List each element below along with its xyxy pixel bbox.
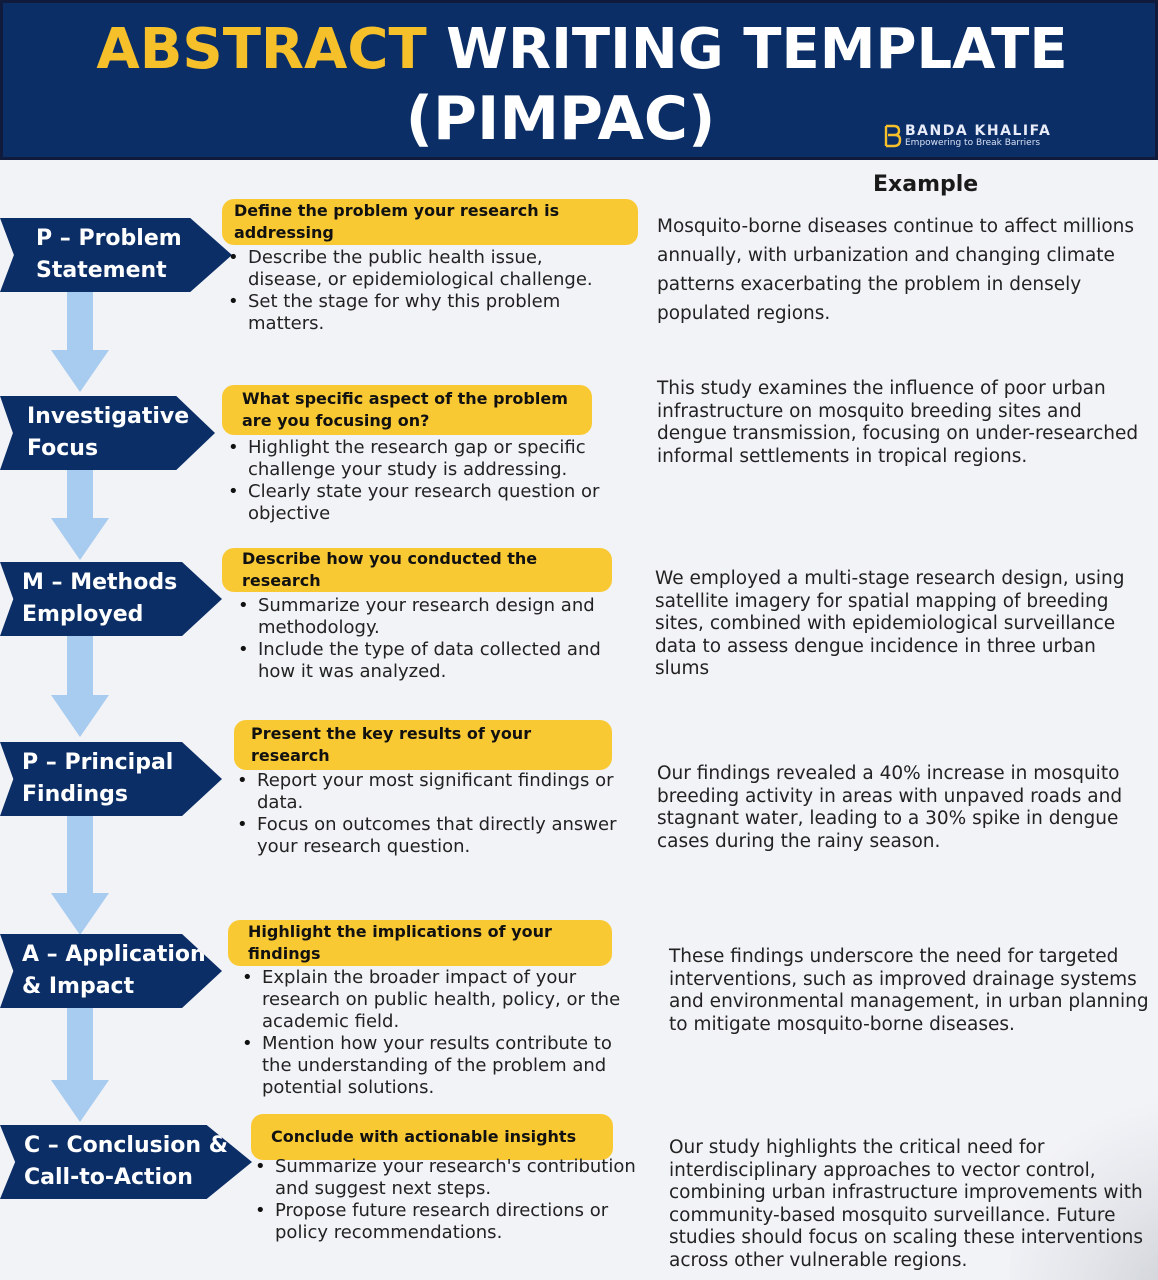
step-label-line1: C – Conclusion &	[24, 1133, 228, 1158]
flow-connector	[67, 1007, 93, 1082]
step-label-line2: Call-to-Action	[24, 1165, 193, 1190]
step-label-line2: Employed	[22, 602, 144, 627]
example-text: This study examines the influence of poo…	[657, 378, 1139, 467]
step-label-investigative-focus: Investigative Focus	[0, 396, 215, 470]
step-bullets: Summarize your research's contribution a…	[255, 1156, 640, 1244]
step-bullets: Report your most significant findings or…	[237, 770, 622, 858]
flow-arrow-icon	[51, 695, 109, 737]
flow-connector	[67, 635, 93, 697]
brand-tagline: Empowering to Break Barriers	[905, 138, 1041, 148]
list-item: Clearly state your research question or …	[228, 481, 618, 525]
list-item: Set the stage for why this problem matte…	[228, 291, 618, 335]
step-bullets: Describe the public health issue, diseas…	[228, 247, 618, 335]
list-item: Highlight the research gap or specific c…	[228, 437, 618, 481]
list-item: Explain the broader impact of your resea…	[242, 967, 627, 1033]
brand-logo: BANDA KHALIFA Empowering to Break Barrie…	[883, 121, 1083, 151]
flow-arrow-icon	[51, 350, 109, 392]
list-item: Summarize your research's contribution a…	[255, 1156, 640, 1200]
list-item: Focus on outcomes that directly answer y…	[237, 814, 622, 858]
step-label-line1: P – Problem	[36, 226, 182, 251]
step-bullets: Explain the broader impact of your resea…	[242, 967, 627, 1099]
step-label-line1: Investigative	[27, 404, 190, 429]
step-label-line2: Findings	[22, 782, 129, 807]
b-monogram-icon	[884, 124, 902, 148]
flow-arrow-icon	[51, 1080, 109, 1122]
step-prompt: Describe how you conducted the research	[222, 548, 612, 592]
flow-arrow-icon	[51, 518, 109, 560]
step-prompt: Highlight the implications of your findi…	[228, 920, 612, 966]
title-rest: WRITING TEMPLATE	[446, 17, 1068, 82]
step-label-problem-statement: P – Problem Statement	[0, 218, 232, 292]
step-label-methods-employed: M – Methods Employed	[0, 562, 222, 636]
list-item: Propose future research directions or po…	[255, 1200, 640, 1244]
list-item: Describe the public health issue, diseas…	[228, 247, 618, 291]
example-text: We employed a multi-stage research desig…	[655, 568, 1125, 679]
list-item: Summarize your research design and metho…	[238, 595, 618, 639]
step-bullets: Summarize your research design and metho…	[238, 595, 618, 683]
step-prompt: What specific aspect of the problem are …	[222, 385, 592, 435]
step-prompt: Define the problem your research is addr…	[222, 199, 638, 245]
flow-connector	[67, 815, 93, 895]
example-text: These findings underscore the need for t…	[669, 946, 1149, 1035]
step-label-conclusion-call-to-action: C – Conclusion & Call-to-Action	[0, 1125, 252, 1199]
example-text: Mosquito-borne diseases continue to affe…	[657, 216, 1135, 324]
step-bullets: Highlight the research gap or specific c…	[228, 437, 618, 525]
page-subtitle: (PIMPAC)	[405, 84, 716, 154]
step-prompt: Conclude with actionable insights	[251, 1114, 613, 1160]
brand-name: BANDA KHALIFA	[905, 123, 1052, 139]
example-text: Our study highlights the critical need f…	[669, 1137, 1144, 1271]
step-label-line2: Statement	[36, 258, 167, 283]
step-label-line2: Focus	[27, 436, 99, 461]
step-label-line1: M – Methods	[22, 570, 178, 595]
step-prompt: Present the key results of your research	[234, 720, 612, 770]
page-curl-shadow	[1010, 1100, 1158, 1280]
example-text: Our findings revealed a 40% increase in …	[657, 763, 1123, 852]
list-item: Include the type of data collected and h…	[238, 639, 618, 683]
step-label-application-impact: A – Application & Impact	[0, 934, 222, 1008]
header-banner: ABSTRACT WRITING TEMPLATE (PIMPAC) BANDA…	[0, 0, 1158, 160]
step-label-line1: A – Application	[22, 942, 206, 967]
list-item: Mention how your results contribute to t…	[242, 1033, 627, 1099]
flow-connector	[67, 292, 93, 352]
step-label-line1: P – Principal	[22, 750, 174, 775]
flow-arrow-icon	[51, 893, 109, 935]
step-label-principal-findings: P – Principal Findings	[0, 742, 222, 816]
page-title: ABSTRACT WRITING TEMPLATE	[3, 17, 1158, 83]
example-heading: Example	[873, 172, 979, 197]
title-highlight: ABSTRACT	[96, 17, 427, 82]
flow-connector	[67, 468, 93, 520]
step-label-line2: & Impact	[22, 974, 135, 999]
list-item: Report your most significant findings or…	[237, 770, 622, 814]
